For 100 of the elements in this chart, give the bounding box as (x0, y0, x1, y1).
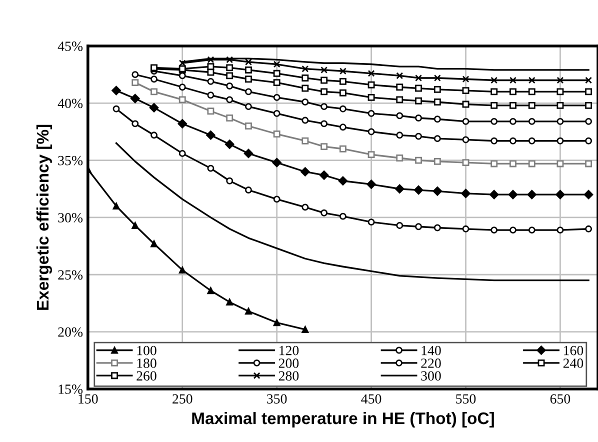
point (150, 132, 158, 139)
point (368, 128, 375, 136)
point (150, 88, 158, 96)
point (510, 88, 516, 96)
point (490, 137, 498, 144)
point (510, 160, 516, 168)
point (245, 88, 252, 96)
legend-label: 140 (422, 346, 441, 356)
point (245, 58, 252, 66)
point (415, 97, 422, 104)
point (150, 240, 158, 248)
point (510, 226, 516, 234)
point (432, 186, 442, 196)
point (302, 98, 309, 106)
point (320, 209, 328, 216)
point (396, 222, 404, 229)
point (245, 66, 252, 74)
point (245, 103, 252, 110)
point (339, 145, 346, 152)
point (585, 137, 592, 144)
line-series (115, 142, 590, 282)
point (206, 130, 216, 140)
point (434, 135, 441, 142)
point (319, 170, 329, 180)
point (585, 118, 592, 125)
legend-label: 240 (563, 358, 584, 368)
point (300, 167, 310, 176)
point (339, 124, 346, 131)
point (272, 158, 282, 168)
point (368, 70, 375, 77)
point (490, 118, 498, 125)
point (490, 76, 498, 84)
point (556, 137, 564, 144)
point (462, 118, 470, 125)
point (585, 160, 592, 168)
point (528, 137, 536, 144)
point (434, 86, 441, 93)
point (320, 143, 328, 150)
point (585, 88, 592, 96)
point (226, 298, 234, 306)
point (207, 287, 214, 294)
x-tick-label: 150 (78, 394, 98, 404)
point (302, 326, 309, 333)
legend-label: 180 (137, 358, 156, 368)
point (584, 190, 594, 200)
point (320, 76, 328, 84)
y-axis-title: Exergetic efficiency [%] (36, 124, 52, 310)
point (396, 96, 404, 104)
point (434, 158, 441, 165)
point (226, 56, 234, 64)
point (339, 78, 346, 85)
point (510, 102, 516, 109)
point (178, 119, 187, 128)
point (462, 100, 470, 108)
point (226, 72, 234, 80)
x-tick-label: 650 (550, 394, 570, 404)
point (302, 84, 309, 92)
y-tick-label: 30% (58, 213, 83, 222)
point (320, 66, 328, 74)
x-tick-label: 450 (361, 394, 382, 404)
point (273, 70, 280, 77)
legend-label: 100 (137, 346, 156, 356)
point (528, 160, 536, 168)
point (226, 82, 234, 90)
point (368, 94, 375, 101)
point (462, 159, 470, 166)
point (339, 89, 346, 96)
point (207, 164, 214, 172)
point (149, 103, 159, 112)
point (528, 88, 536, 96)
point (226, 177, 234, 184)
point (132, 79, 139, 86)
point (461, 188, 470, 198)
point (414, 185, 424, 195)
point (273, 79, 280, 86)
point (207, 63, 214, 70)
point (396, 72, 404, 80)
point (207, 78, 214, 85)
point (224, 140, 234, 149)
point (273, 319, 280, 326)
point (226, 114, 234, 122)
point (490, 160, 498, 168)
point (489, 190, 499, 200)
point (273, 60, 280, 68)
point (132, 71, 139, 78)
point (226, 96, 234, 104)
point (462, 87, 470, 94)
point (556, 160, 564, 168)
point (112, 202, 120, 210)
point (368, 218, 375, 226)
point (415, 223, 422, 230)
legend-label: 280 (278, 371, 299, 381)
point (339, 68, 346, 75)
point (150, 76, 158, 83)
point (132, 120, 139, 128)
point (556, 226, 564, 234)
point (434, 98, 441, 106)
point (490, 226, 498, 234)
point (527, 190, 536, 200)
point (556, 76, 564, 84)
